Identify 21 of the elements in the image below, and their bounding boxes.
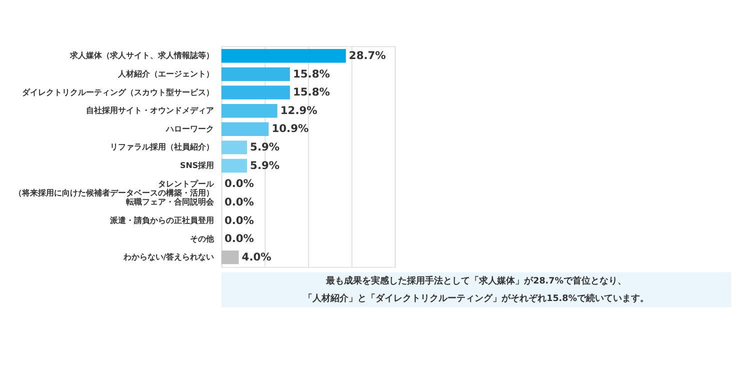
bar bbox=[221, 86, 290, 100]
data-label: 0.0% bbox=[224, 232, 254, 246]
data-label: 28.7% bbox=[348, 48, 386, 62]
data-label: 0.0% bbox=[224, 195, 254, 208]
bar bbox=[221, 104, 278, 118]
data-label: 15.8% bbox=[292, 67, 330, 80]
data-label: 0.0% bbox=[224, 177, 254, 190]
data-label: 15.8% bbox=[292, 86, 330, 99]
data-label: 12.9% bbox=[280, 104, 318, 117]
data-label: 4.0% bbox=[242, 250, 272, 264]
data-label: 5.9% bbox=[250, 140, 280, 154]
data-label: 10.9% bbox=[272, 122, 309, 136]
bar bbox=[221, 122, 269, 136]
bar bbox=[221, 250, 239, 264]
data-label: 5.9% bbox=[250, 158, 280, 172]
data-label: 0.0% bbox=[224, 214, 254, 227]
bar bbox=[221, 140, 247, 154]
text: 最も成果を実感した採用手法として「求人媒体」が28.7%で首位となり、「人材紹介」と「ダイレクトリクルーティング」がそれぞれ15.8%で続いています。 bbox=[304, 275, 649, 304]
bar bbox=[221, 49, 346, 63]
bar bbox=[221, 67, 290, 82]
bar bbox=[221, 158, 247, 173]
